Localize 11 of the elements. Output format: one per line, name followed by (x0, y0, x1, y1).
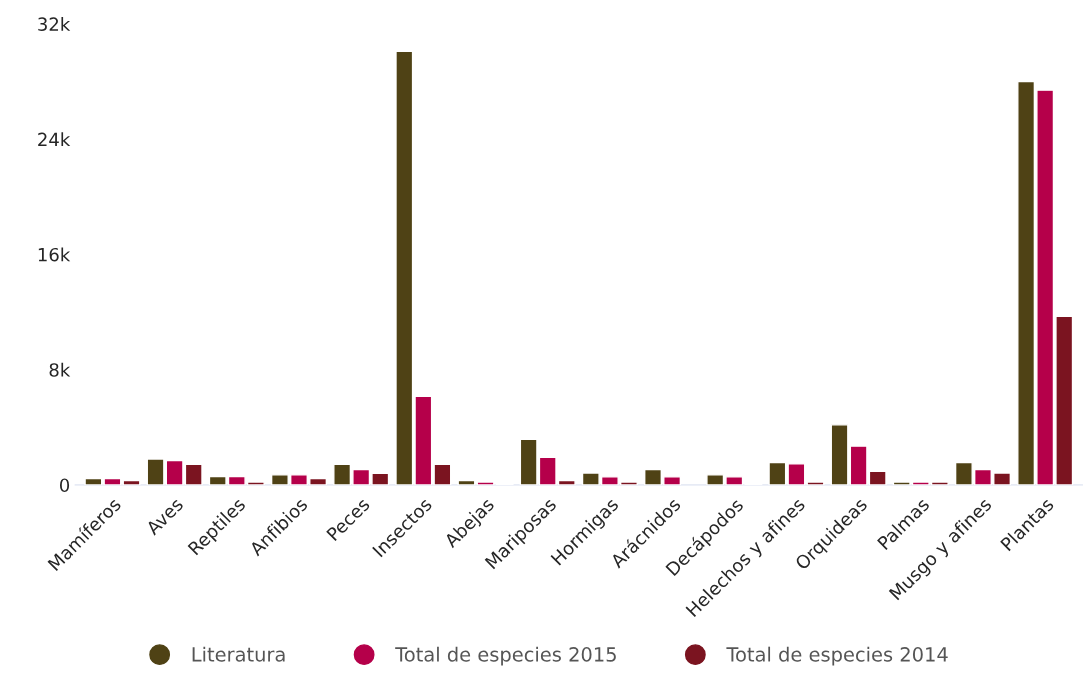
y-tick-label: 16k (38, 247, 71, 262)
y-tick-label: 0 (59, 478, 70, 493)
legend-label: Total de especies 2015 (395, 646, 616, 666)
bar (122, 479, 141, 485)
legend-label: Literatura (192, 646, 285, 662)
y-tick-label: 32k (38, 17, 71, 32)
bar (806, 481, 825, 485)
bar (457, 479, 476, 485)
y-tick-label: 24k (38, 132, 71, 147)
y-tick-label: 8k (49, 362, 71, 377)
legend-label: Total de especies 2014 (726, 646, 948, 666)
